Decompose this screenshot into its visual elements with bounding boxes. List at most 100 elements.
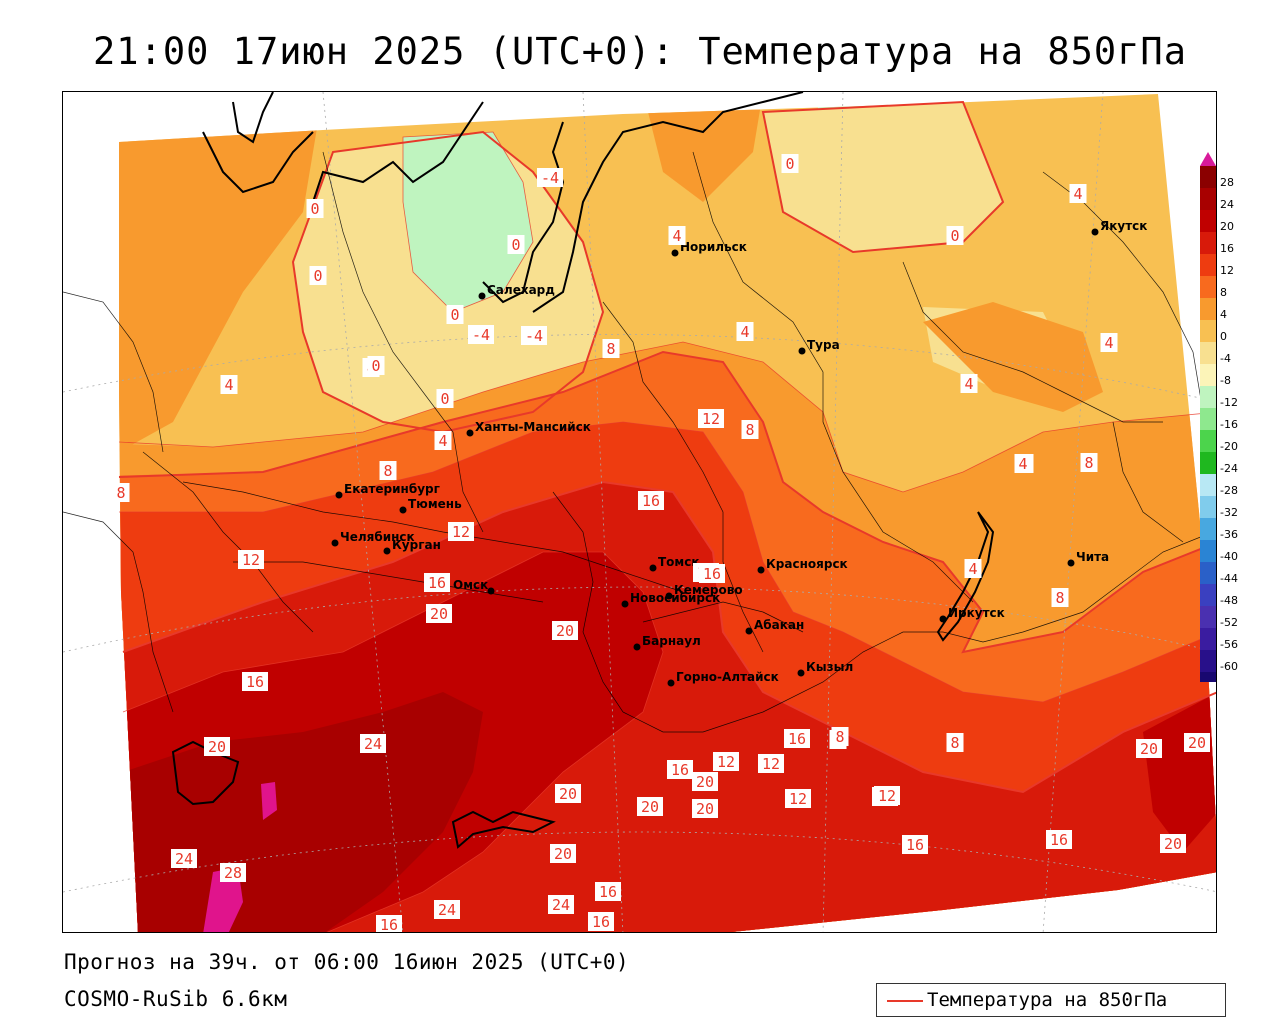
colorbar-label: -40 bbox=[1220, 550, 1238, 563]
city-marker: Омск bbox=[453, 578, 495, 595]
colorbar-swatch bbox=[1200, 452, 1216, 474]
city-dot bbox=[478, 292, 486, 300]
contour-label: 12 bbox=[698, 409, 724, 428]
city-dot bbox=[797, 669, 805, 677]
map-frame[interactable]: Норильск Якутск Салехард Тура Ханты-Мансийск… bbox=[62, 91, 1217, 933]
city-marker: Томск bbox=[649, 555, 700, 572]
svg-text:4: 4 bbox=[1104, 334, 1113, 352]
contour-label: 0 bbox=[446, 305, 464, 324]
contour-label: 16 bbox=[376, 915, 402, 932]
svg-text:12: 12 bbox=[452, 523, 470, 541]
band-28-plus bbox=[203, 867, 243, 932]
svg-text:24: 24 bbox=[552, 896, 570, 914]
contour-label: 4 bbox=[1069, 184, 1087, 203]
svg-text:16: 16 bbox=[642, 492, 660, 510]
city-marker: Абакан bbox=[745, 618, 804, 635]
contour-label: 20 bbox=[426, 604, 452, 623]
city-dot bbox=[383, 547, 391, 555]
city-marker: Тюмень bbox=[399, 497, 462, 514]
city-dot bbox=[1067, 559, 1075, 567]
city-name: Салехард bbox=[487, 283, 555, 297]
contour-label: 8 bbox=[602, 339, 620, 358]
svg-text:16: 16 bbox=[671, 761, 689, 779]
svg-text:12: 12 bbox=[762, 755, 780, 773]
contour-label: 4 bbox=[434, 431, 452, 450]
colorbar-label: -56 bbox=[1220, 638, 1238, 651]
svg-text:8: 8 bbox=[116, 484, 125, 502]
city-name: Новосибирск bbox=[630, 591, 720, 605]
city-dot bbox=[466, 429, 474, 437]
colorbar-swatch bbox=[1200, 276, 1216, 298]
contour-label: 4 bbox=[1100, 333, 1118, 352]
svg-text:-4: -4 bbox=[472, 326, 490, 344]
svg-text:8: 8 bbox=[606, 340, 615, 358]
colorbar-swatch bbox=[1200, 474, 1216, 496]
city-name: Челябинск bbox=[340, 530, 415, 544]
colorbar-label: -48 bbox=[1220, 594, 1238, 607]
city-marker: Новосибирск bbox=[621, 591, 720, 608]
colorbar-label: -20 bbox=[1220, 440, 1238, 453]
city-dot bbox=[487, 587, 495, 595]
svg-text:4: 4 bbox=[740, 323, 749, 341]
city-marker: Ханты-Мансийск bbox=[466, 420, 591, 437]
colorbar-label: 20 bbox=[1220, 220, 1234, 233]
city-dot bbox=[621, 600, 629, 608]
svg-text:4: 4 bbox=[224, 376, 233, 394]
svg-text:4: 4 bbox=[1018, 455, 1027, 473]
svg-text:0: 0 bbox=[785, 155, 794, 173]
city-marker: Горно-Алтайск bbox=[667, 670, 779, 687]
city-name: Екатеринбург bbox=[344, 482, 440, 496]
contour-label: 20 bbox=[692, 799, 718, 818]
legend-line-sample bbox=[887, 1000, 923, 1002]
svg-text:16: 16 bbox=[428, 574, 446, 592]
model-name: COSMO-RuSib 6.6км bbox=[64, 987, 288, 1011]
contour-label: 24 bbox=[434, 900, 460, 919]
contour-label: 24 bbox=[548, 895, 574, 914]
svg-text:4: 4 bbox=[964, 375, 973, 393]
svg-text:8: 8 bbox=[835, 728, 844, 746]
colorbar-label: -32 bbox=[1220, 506, 1238, 519]
svg-text:0: 0 bbox=[511, 236, 520, 254]
city-dot bbox=[798, 347, 806, 355]
svg-text:-4: -4 bbox=[525, 327, 543, 345]
svg-text:20: 20 bbox=[1188, 734, 1206, 752]
contour-label: 16 bbox=[902, 835, 928, 854]
city-name: Тюмень bbox=[408, 497, 462, 511]
contour-label: 24 bbox=[360, 734, 386, 753]
city-name: Якутск bbox=[1100, 219, 1147, 233]
city-name: Иркутск bbox=[948, 606, 1005, 620]
colorbar-swatch bbox=[1200, 254, 1216, 276]
contour-label: 12 bbox=[758, 754, 784, 773]
city-name: Тура bbox=[807, 338, 840, 352]
city-name: Кызыл bbox=[806, 660, 853, 674]
city-marker: Челябинск bbox=[331, 530, 415, 547]
city-dot bbox=[331, 539, 339, 547]
city-dot bbox=[939, 615, 947, 623]
svg-text:16: 16 bbox=[788, 730, 806, 748]
city-name: Омск bbox=[453, 578, 488, 592]
contour-label: -4 bbox=[537, 168, 563, 187]
svg-text:24: 24 bbox=[364, 735, 382, 753]
colorbar-label: -8 bbox=[1220, 374, 1231, 387]
svg-text:4: 4 bbox=[438, 432, 447, 450]
svg-text:20: 20 bbox=[696, 800, 714, 818]
contour-label: 16 bbox=[699, 564, 725, 583]
svg-text:0: 0 bbox=[371, 357, 380, 375]
colorbar-swatch bbox=[1200, 584, 1216, 606]
contour-label: 4 bbox=[960, 374, 978, 393]
contour-label: 20 bbox=[692, 772, 718, 791]
contour-label: 4 bbox=[964, 559, 982, 578]
colorbar-label: 4 bbox=[1220, 308, 1227, 321]
temperature-map[interactable]: Норильск Якутск Салехард Тура Ханты-Мансийск… bbox=[63, 92, 1217, 933]
colorbar-swatch bbox=[1200, 298, 1216, 320]
city-dot bbox=[649, 564, 657, 572]
svg-text:16: 16 bbox=[246, 673, 264, 691]
svg-text:8: 8 bbox=[383, 462, 392, 480]
svg-text:12: 12 bbox=[702, 410, 720, 428]
colorbar-label: 28 bbox=[1220, 176, 1234, 189]
svg-text:4: 4 bbox=[1073, 185, 1082, 203]
contour-label: 12 bbox=[448, 522, 474, 541]
colorbar-top-arrow bbox=[1200, 152, 1216, 166]
svg-text:20: 20 bbox=[556, 622, 574, 640]
contour-label: 0 bbox=[436, 389, 454, 408]
